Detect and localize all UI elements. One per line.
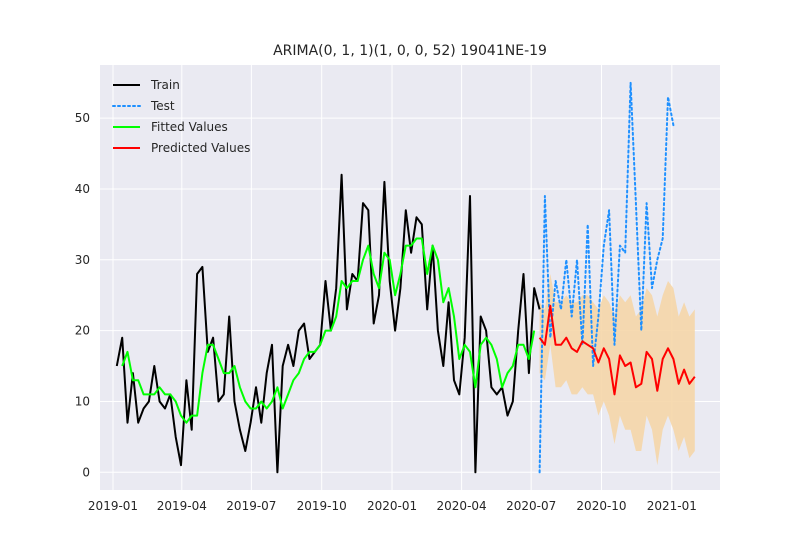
y-tick-label: 10 [75,394,90,408]
predicted-values-line [538,304,696,396]
legend: Train Test Fitted Values Predicted Values [112,78,250,155]
y-tick-label: 50 [75,111,90,125]
x-tick-label: 2019-10 [297,499,347,513]
x-tick-label: 2019-07 [226,499,276,513]
axis-tick-labels: 2019-01 2019-04 2019-07 2019-10 2020-01 2020-… [75,111,697,513]
x-tick-label: 2020-07 [506,499,556,513]
legend-label-train: Train [150,78,180,92]
fitted-values-line [121,237,536,424]
x-tick-label: 2019-04 [157,499,207,513]
x-tick-label: 2019-01 [88,499,138,513]
legend-label-test: Test [150,99,175,113]
legend-label-fitted-values: Fitted Values [151,120,228,134]
legend-label-predicted-values: Predicted Values [151,141,250,155]
test-line [538,81,675,474]
y-tick-label: 0 [82,465,90,479]
y-tick-label: 20 [75,324,90,338]
series-layer [115,81,696,474]
chart-title: ARIMA(0, 1, 1)(1, 0, 0, 52) 19041NE-19 [273,43,547,59]
x-tick-label: 2020-04 [437,499,487,513]
x-tick-label: 2021-01 [647,499,697,513]
x-tick-label: 2020-01 [367,499,417,513]
train-line [115,173,541,474]
x-tick-label: 2020-10 [576,499,626,513]
y-tick-label: 40 [75,182,90,196]
y-tick-label: 30 [75,253,90,267]
